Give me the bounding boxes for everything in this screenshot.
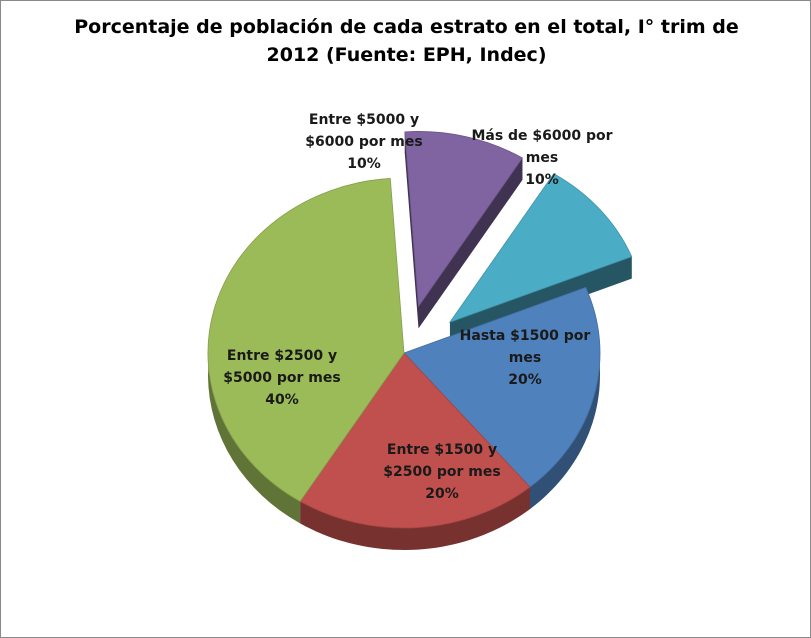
- slice-label: Entre $2500 y $5000 por mes 40%: [223, 348, 340, 408]
- chart-title-line-2: 2012 (Fuente: EPH, Indec): [266, 44, 547, 66]
- pie-slice: [403, 286, 601, 488]
- slice-label: Entre $1500 y $2500 por mes 20%: [383, 442, 500, 502]
- slice-label: Más de $6000 por mes 10%: [471, 128, 612, 188]
- pie-slice: [299, 352, 531, 529]
- chart-title-line-1: Porcentaje de población de cada estrato …: [74, 16, 739, 38]
- pie-slice: [448, 173, 633, 323]
- pie-slice: [404, 131, 523, 308]
- pie-slice: [207, 177, 405, 502]
- chart-title: Porcentaje de población de cada estrato …: [41, 13, 772, 69]
- pie-slice-side: [300, 487, 530, 550]
- slice-label: Entre $5000 y $6000 por mes 10%: [305, 112, 422, 172]
- slice-label: Hasta $1500 por mes 20%: [460, 328, 591, 388]
